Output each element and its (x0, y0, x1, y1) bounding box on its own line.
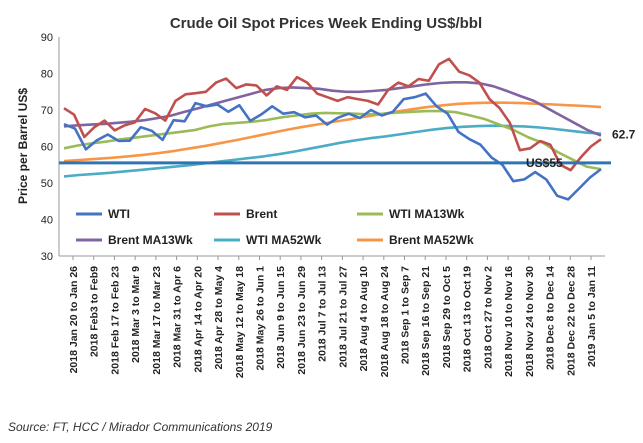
x-tick-label: 2018 Feb3 to Feb9 (89, 266, 101, 357)
legend-label: WTI (108, 207, 130, 221)
x-tick-label: 2018 Sep 1 to Sep 7 (400, 266, 412, 364)
x-tick-label: 2018 Nov 10 to Nov 16 (503, 266, 515, 377)
x-tick-label: 2018 Feb 17 to Feb 23 (109, 266, 121, 375)
chart-title: Crude Oil Spot Prices Week Ending US$/bb… (170, 15, 482, 32)
source-note: Source: FT, HCC / Mirador Communications… (8, 420, 273, 434)
y-axis-label: Price per Barrel US$ (16, 88, 30, 204)
legend-label: Brent (246, 207, 277, 221)
legend-label: Brent MA52Wk (389, 233, 474, 247)
y-tick-label: 30 (41, 251, 53, 263)
x-tick-label: 2018 Oct 13 to Oct 19 (462, 266, 474, 372)
y-tick-label: 70 (41, 105, 53, 117)
x-tick-label: 2018 Jun 23 to Jun 29 (296, 266, 308, 375)
x-tick-label: 2018 Jul 7 to Jul 13 (317, 266, 329, 362)
annotation-latest-value: 62.7 (612, 128, 636, 142)
series-lines (63, 57, 602, 201)
x-tick-label: 2018 Jun 9 to Jun 15 (275, 266, 287, 369)
x-tick-label: 2018 Dec 22 to Dec 28 (565, 266, 577, 376)
annotation-us55: US$55 (526, 156, 563, 170)
legend-label: WTI MA13Wk (389, 207, 465, 221)
x-tick-label: 2018 Mar 31 to Apr 6 (172, 266, 184, 368)
y-tick-label: 60 (41, 142, 53, 154)
x-tick-label: 2018 May 26 to Jun 1 (254, 266, 266, 371)
x-tick-label: 2018 Aug 4 to Aug 10 (358, 266, 370, 372)
y-tick-label: 40 (41, 215, 53, 227)
x-tick-label: 2018 Sep 16 to Sep 21 (420, 266, 432, 376)
annotations: 62.7 US$55 (526, 128, 636, 170)
x-tick-label: 2018 Jul 21 to Jul 27 (337, 266, 349, 368)
x-tick-label: 2018 May 12 to May 18 (234, 266, 246, 378)
series-line-brent-ma13wk (63, 81, 602, 137)
y-tick-label: 80 (41, 69, 53, 81)
x-tick-label: 2018 Apr 14 to Apr 20 (192, 266, 204, 373)
x-tick-label: 2018 Aug 18 to Aug 24 (379, 266, 391, 377)
x-tick-label: 2019 Jan 5 to Jan 11 (586, 266, 598, 367)
series-line-wti (63, 92, 602, 201)
legend-label: WTI MA52Wk (246, 233, 322, 247)
x-tick-label: 2018 Mar 17 to Mar 23 (151, 266, 163, 375)
x-tick-label: 2018 Nov 24 to Nov 30 (524, 266, 536, 377)
series-line-brent (63, 57, 602, 172)
x-tick-label: 2018 Jan 20 to Jan 26 (68, 266, 80, 374)
y-ticks: 30 40 50 60 70 80 90 (41, 32, 53, 263)
y-tick-label: 90 (41, 32, 53, 44)
axes (58, 37, 605, 257)
y-tick-label: 50 (41, 178, 53, 190)
legend: WTI Brent WTI MA13Wk Brent MA13Wk WTI MA52Wk… (76, 207, 474, 247)
x-tick-label: 2018 Sep 29 to Oct 5 (441, 266, 453, 368)
x-tick-label: 2018 Oct 27 to Nov 2 (482, 266, 494, 369)
x-ticks: 2018 Jan 20 to Jan 26 2018 Feb3 to Feb9 20… (68, 256, 598, 378)
legend-label: Brent MA13Wk (108, 233, 193, 247)
x-tick-label: 2018 Dec 8 to Dec 14 (545, 266, 557, 370)
x-tick-label: 2018 Mar 3 to Mar 9 (130, 266, 142, 363)
x-tick-label: 2018 Apr 28 to May 4 (213, 266, 225, 370)
